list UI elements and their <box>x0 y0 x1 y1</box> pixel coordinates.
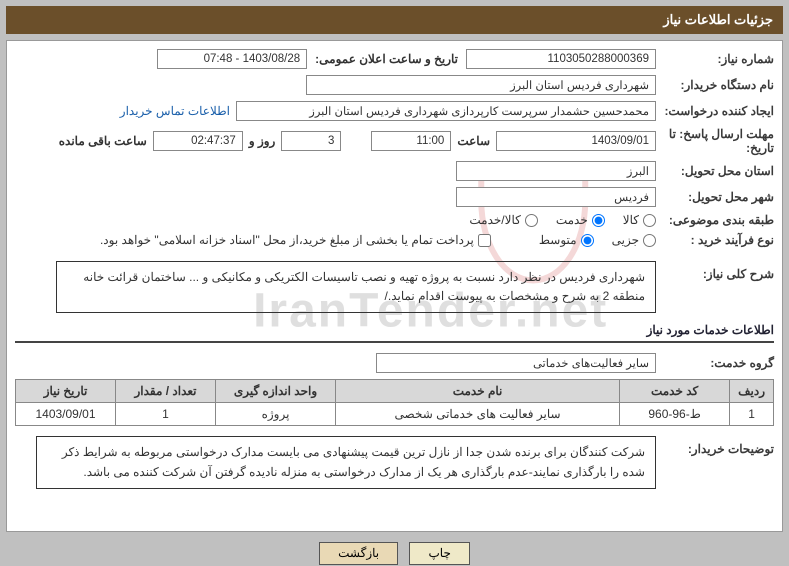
radio-goods-service[interactable]: کالا/خدمت <box>469 213 537 227</box>
radio-goods[interactable]: کالا <box>623 213 656 227</box>
back-button[interactable]: بازگشت <box>319 542 398 565</box>
label-province: استان محل تحویل: <box>656 164 774 178</box>
label-need-desc: شرح کلی نیاز: <box>656 261 774 281</box>
td-idx: 1 <box>730 403 774 426</box>
th-name: نام خدمت <box>336 380 620 403</box>
label-process-type: نوع فرآیند خرید : <box>656 233 774 247</box>
field-days-remaining: 3 <box>281 131 341 151</box>
field-countdown: 02:47:37 <box>153 131 243 151</box>
label-announce: تاریخ و ساعت اعلان عمومی: <box>315 52 458 66</box>
label-days-suffix: روز و <box>249 134 276 148</box>
row-buyer-org: نام دستگاه خریدار: شهرداری فردیس استان ا… <box>15 75 774 95</box>
services-table: ردیف کد خدمت نام خدمت واحد اندازه گیری ت… <box>15 379 774 426</box>
td-ndate: 1403/09/01 <box>16 403 116 426</box>
field-buyer-org: شهرداری فردیس استان البرز <box>306 75 656 95</box>
row-province: استان محل تحویل: البرز <box>15 161 774 181</box>
button-row: چاپ بازگشت <box>6 542 783 565</box>
label-remaining-suffix: ساعت باقی مانده <box>59 134 147 148</box>
row-city: شهر محل تحویل: فردیس <box>15 187 774 207</box>
field-announce: 1403/08/28 - 07:48 <box>157 49 307 69</box>
th-unit: واحد اندازه گیری <box>216 380 336 403</box>
field-province: البرز <box>456 161 656 181</box>
field-requester: محمدحسین حشمدار سرپرست کارپردازی شهرداری… <box>236 101 656 121</box>
row-service-group: گروه خدمت: سایر فعالیت‌های خدماتی <box>15 353 774 373</box>
th-idx: ردیف <box>730 380 774 403</box>
row-requester: ایجاد کننده درخواست: محمدحسین حشمدار سرپ… <box>15 101 774 121</box>
label-buyer-desc: توضیحات خریدار: <box>656 436 774 456</box>
print-button[interactable]: چاپ <box>409 542 469 565</box>
field-deadline-hour: 11:00 <box>371 131 451 151</box>
radio-service[interactable]: خدمت <box>556 213 605 227</box>
row-need-desc: شرح کلی نیاز: شهرداری فردیس در نظر دارد … <box>15 261 774 313</box>
td-name: سایر فعالیت های خدماتی شخصی <box>336 403 620 426</box>
label-buyer-org: نام دستگاه خریدار: <box>656 78 774 92</box>
th-qty: تعداد / مقدار <box>116 380 216 403</box>
th-code: کد خدمت <box>620 380 730 403</box>
label-need-number: شماره نیاز: <box>656 52 774 66</box>
td-qty: 1 <box>116 403 216 426</box>
label-category: طبقه بندی موضوعی: <box>656 213 774 227</box>
label-deadline: مهلت ارسال پاسخ: تا تاریخ: <box>656 127 774 155</box>
field-buyer-desc: شرکت کنندگان برای برنده شدن جدا از نازل … <box>36 436 656 488</box>
main-panel: IranTender.net شماره نیاز: 1103050288000… <box>6 40 783 532</box>
section-services: اطلاعات خدمات مورد نیاز <box>15 323 774 343</box>
row-category: طبقه بندی موضوعی: کالا خدمت کالا/خدمت <box>15 213 774 227</box>
row-deadline: مهلت ارسال پاسخ: تا تاریخ: 1403/09/01 سا… <box>15 127 774 155</box>
label-hour: ساعت <box>457 134 490 148</box>
title-bar: جزئیات اطلاعات نیاز <box>6 6 783 34</box>
th-ndate: تاریخ نیاز <box>16 380 116 403</box>
app-window: جزئیات اطلاعات نیاز IranTender.net شماره… <box>0 0 789 566</box>
label-service-group: گروه خدمت: <box>656 356 774 370</box>
link-buyer-contact[interactable]: اطلاعات تماس خریدار <box>120 104 230 118</box>
radio-medium[interactable]: متوسط <box>539 233 594 247</box>
field-deadline-date: 1403/09/01 <box>496 131 656 151</box>
label-city: شهر محل تحویل: <box>656 190 774 204</box>
checkbox-treasury[interactable]: پرداخت تمام یا بخشی از مبلغ خرید،از محل … <box>100 233 491 247</box>
row-need-number: شماره نیاز: 1103050288000369 تاریخ و ساع… <box>15 49 774 69</box>
td-code: ط-96-960 <box>620 403 730 426</box>
field-need-number: 1103050288000369 <box>466 49 656 69</box>
table-header-row: ردیف کد خدمت نام خدمت واحد اندازه گیری ت… <box>16 380 774 403</box>
row-process-type: نوع فرآیند خرید : جزیی متوسط پرداخت تمام… <box>15 233 774 247</box>
row-buyer-desc: توضیحات خریدار: شرکت کنندگان برای برنده … <box>15 436 774 488</box>
field-need-desc: شهرداری فردیس در نظر دارد نسبت به پروژه … <box>56 261 656 313</box>
field-service-group: سایر فعالیت‌های خدماتی <box>376 353 656 373</box>
field-city: فردیس <box>456 187 656 207</box>
label-requester: ایجاد کننده درخواست: <box>656 104 774 118</box>
table-row: 1 ط-96-960 سایر فعالیت های خدماتی شخصی پ… <box>16 403 774 426</box>
radio-minor[interactable]: جزیی <box>612 233 656 247</box>
td-unit: پروژه <box>216 403 336 426</box>
